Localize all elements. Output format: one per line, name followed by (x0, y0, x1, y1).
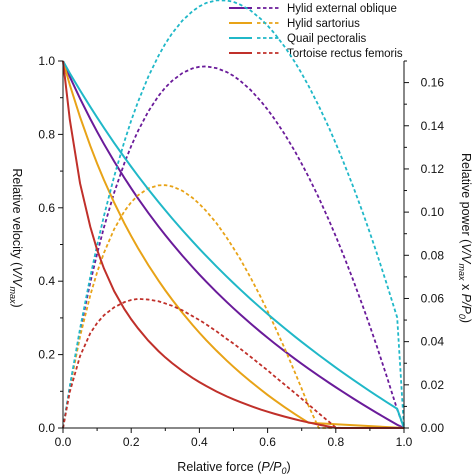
y-left-tick-label: 0.6 (38, 201, 55, 215)
velocity-curve-tortoise-rectus-femoris (62, 60, 404, 429)
x-tick-label: 0.0 (55, 435, 72, 449)
x-tick-label: 0.8 (327, 435, 344, 449)
y-right-tick-label: 0.14 (421, 119, 445, 133)
y-left-tick-label: 1.0 (38, 54, 55, 68)
legend-label-tortoise-rectus-femoris: Tortoise rectus femoris (287, 48, 403, 60)
x-tick-label: 0.2 (123, 435, 140, 449)
legend-label-hylid-external-oblique: Hylid external oblique (287, 3, 397, 15)
y-right-tick-label: 0.00 (421, 421, 445, 435)
chart-axes: 0.0 0.2 0.4 0.6 0.8 1.0 0.0 0.2 0.4 0.6 0.8 1.0 0.00… (38, 54, 444, 449)
power-curve-tortoise-rectus-femoris (62, 297, 404, 429)
y-right-tick-label: 0.12 (421, 162, 445, 176)
velocity-curve-hylid-sartorius (62, 60, 405, 429)
legend-label-quail-pectoralis: Quail pectoralis (287, 33, 367, 45)
y-left-axis-title: Relative velocity (V/Vmax) (8, 168, 24, 307)
velocity-curve-hylid-external-oblique (62, 60, 405, 429)
power-curve-quail-pectoralis (62, 0, 405, 429)
y-left-tick-label: 0.8 (38, 127, 55, 141)
x-tick-label: 1.0 (396, 435, 413, 449)
y-right-tick-label: 0.10 (421, 205, 445, 219)
y-right-tick-label: 0.16 (421, 76, 445, 90)
y-right-tick-label: 0.04 (421, 335, 445, 349)
y-right-axis-title: Relative power (V/Vmax x P/P0) (457, 153, 473, 323)
x-axis-title: Relative force (P/P0) (177, 460, 290, 474)
legend: Hylid external oblique Hylid sartorius Qua… (229, 3, 403, 60)
power-curve-hylid-sartorius (62, 184, 404, 429)
y-right-tick-label: 0.06 (421, 291, 445, 305)
power-curve-hylid-external-oblique (62, 65, 405, 429)
y-right-tick-label: 0.08 (421, 248, 445, 262)
y-left-tick-label: 0.2 (38, 348, 55, 362)
x-tick-label: 0.6 (259, 435, 276, 449)
y-right-tick-label: 0.02 (421, 378, 445, 392)
y-left-tick-label: 0.0 (38, 421, 55, 435)
y-left-tick-label: 0.4 (38, 274, 55, 288)
chart-curves (62, 0, 405, 429)
x-tick-label: 0.4 (191, 435, 208, 449)
velocity-curve-quail-pectoralis (62, 60, 405, 429)
legend-label-hylid-sartorius: Hylid sartorius (287, 18, 360, 30)
